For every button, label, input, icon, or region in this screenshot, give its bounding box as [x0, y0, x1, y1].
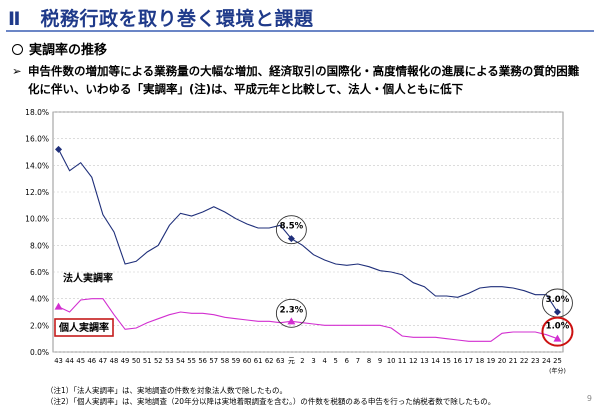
x-tick-label: 51 [143, 357, 152, 365]
x-tick-label: 元 [288, 357, 295, 365]
x-tick-label: 5 [334, 357, 338, 365]
x-tick-label: 50 [132, 357, 141, 365]
page-title: Ⅱ 税務行政を取り巻く環境と課題 [8, 8, 314, 30]
x-tick-label: 12 [409, 357, 418, 365]
x-tick-label: 47 [99, 357, 108, 365]
annotation-marker [287, 235, 295, 243]
x-tick-label: 54 [176, 357, 185, 365]
series-2-marker [54, 302, 63, 310]
x-tick-label: 58 [221, 357, 230, 365]
annotation-marker [553, 334, 562, 342]
x-tick-label: 48 [110, 357, 119, 365]
x-tick-label: 52 [154, 357, 163, 365]
summary-text: 申告件数の増加等による業務量の大幅な増加、経済取引の国際化・高度情報化の進展によ… [28, 64, 580, 96]
x-tick-label: 61 [254, 357, 263, 365]
x-tick-label: 8 [367, 357, 371, 365]
x-tick-label: 6 [345, 357, 349, 365]
annotation-label: 2.3% [280, 305, 304, 315]
arrow-bullet-icon: ➢ [12, 64, 22, 78]
series-1-marker [55, 145, 63, 153]
x-tick-label: 62 [265, 357, 274, 365]
annotation-circle [275, 298, 307, 328]
x-tick-label: 2 [300, 357, 304, 365]
x-tick-label: 49 [121, 357, 130, 365]
section-heading-text: 実調率の推移 [29, 43, 108, 58]
x-tick-label: 25 [553, 357, 562, 365]
x-tick-label: 60 [243, 357, 252, 365]
x-tick-label: 63 [276, 357, 285, 365]
x-tick-label: 11 [398, 357, 407, 365]
annotation-circle [275, 215, 307, 245]
y-tick-label: 6.0% [30, 268, 49, 277]
x-tick-label: 13 [420, 357, 429, 365]
x-tick-label: 59 [232, 357, 241, 365]
x-tick-label: 53 [165, 357, 174, 365]
x-tick-label: 43 [54, 357, 63, 365]
chart-grid [52, 111, 564, 353]
footnote-1: （注1）「法人実調率」は、実地調査の件数を対象法人数で除したもの。 [46, 386, 288, 395]
x-tick-label: 57 [209, 357, 218, 365]
annotation-label: 3.0% [546, 295, 570, 305]
y-tick-label: 18.0% [25, 108, 49, 117]
y-tick-label: 0.0% [30, 348, 49, 357]
x-axis: 43 44 45 46 47 48 49 50 51 52 53 54 55 56 57 58 59 60 61 62… [54, 357, 566, 375]
x-tick-label: 16 [453, 357, 462, 365]
annotation-label: 1.0% [546, 322, 570, 332]
x-tick-label: 15 [442, 357, 451, 365]
x-tick-label: 45 [76, 357, 85, 365]
x-tick-label: 55 [187, 357, 196, 365]
x-tick-label: 22 [520, 357, 529, 365]
x-tick-label: 9 [378, 357, 382, 365]
x-tick-label: 21 [509, 357, 518, 365]
annotation-marker [287, 317, 296, 325]
highlight-circle [541, 316, 574, 347]
plot-frame [52, 111, 564, 353]
y-tick-label: 14.0% [25, 161, 49, 170]
annotation-label: 8.5% [280, 222, 304, 232]
section-heading: 実調率の推移 [12, 39, 107, 58]
audit-rate-chart: 0.0% 2.0% 4.0% 6.0% 8.0% 10.0% 12.0% 14.0% 16.0%… [25, 108, 574, 375]
y-tick-label: 10.0% [25, 215, 49, 224]
y-tick-label: 16.0% [25, 135, 49, 144]
x-tick-label: 17 [464, 357, 473, 365]
x-tick-label: 7 [356, 357, 360, 365]
title-divider [6, 30, 594, 32]
x-tick-label: 18 [476, 357, 485, 365]
series-line-1 [58, 149, 558, 313]
x-tick-label: 10 [387, 357, 396, 365]
x-tick-label: 4 [322, 357, 326, 365]
x-tick-label: 46 [87, 357, 96, 365]
y-tick-label: 8.0% [30, 241, 49, 250]
x-tick-label: 56 [198, 357, 207, 365]
x-tick-label: 19 [487, 357, 496, 365]
series-label-corporate: 法人実調率 [63, 271, 113, 284]
series-label-individual: 個人実調率 [58, 321, 109, 334]
page-number: 9 [586, 394, 592, 403]
summary-bullet: ➢ 申告件数の増加等による業務量の大幅な増加、経済取引の国際化・高度情報化の進展… [12, 62, 588, 98]
x-tick-label: 44 [65, 357, 74, 365]
series-line-2 [58, 298, 558, 342]
x-tick-label: 14 [431, 357, 440, 365]
x-tick-label: 3 [311, 357, 315, 365]
chart-series [54, 145, 562, 342]
y-tick-label: 2.0% [30, 321, 49, 330]
x-tick-label: 24 [542, 357, 551, 365]
annotation-marker [553, 308, 561, 316]
y-tick-label: 12.0% [25, 188, 49, 197]
footnotes: （注1）「法人実調率」は、実地調査の件数を対象法人数で除したもの。 （注2）「個… [46, 385, 495, 407]
x-axis-unit: (年分) [549, 367, 566, 375]
y-axis: 0.0% 2.0% 4.0% 6.0% 8.0% 10.0% 12.0% 14.0% 16.0%… [25, 108, 49, 357]
x-tick-label: 20 [498, 357, 507, 365]
footnote-2: （注2）「個人実調率」は、実地調査（20年分以降は実地着眼調査を含む。）の件数を… [46, 397, 496, 406]
circle-bullet-icon [12, 44, 23, 55]
x-tick-label: 23 [531, 357, 540, 365]
chart-annotations: 8.5% 2.3% 3.0% 1.0% [275, 215, 574, 347]
series-label-box [54, 318, 114, 337]
y-tick-label: 4.0% [30, 295, 49, 304]
